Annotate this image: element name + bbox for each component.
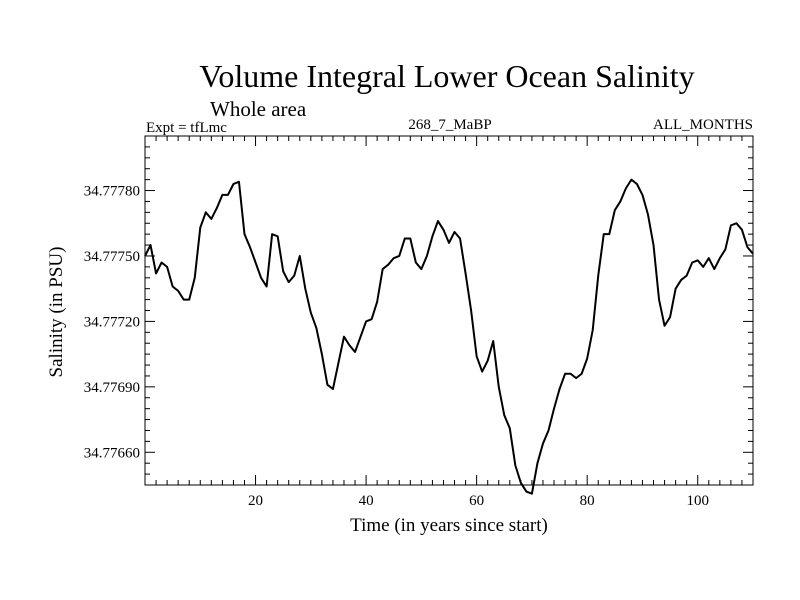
x-tick-label: 20: [248, 493, 263, 509]
y-tick-label: 34.77750: [84, 249, 140, 265]
y-axis-label: Salinity (in PSU): [46, 247, 67, 378]
x-tick-label: 100: [686, 493, 709, 509]
axis-ticks: [145, 136, 753, 485]
months-label: ALL_MONTHS: [653, 117, 753, 133]
experiment-label: Expt = tfLmc: [146, 120, 227, 136]
x-tick-label: 80: [580, 493, 595, 509]
chart-subtitle: Whole area: [210, 97, 307, 121]
salinity-series-line: [144, 178, 754, 495]
x-axis-label: Time (in years since start): [350, 515, 548, 536]
tick-labels: 20 40 60 80 100 34.77660 34.77690 34.77720 34.77…: [84, 184, 709, 509]
y-tick-label: 34.77690: [84, 380, 140, 396]
run-id-label: 268_7_MaBP: [408, 117, 491, 133]
chart-title: Volume Integral Lower Ocean Salinity: [199, 58, 694, 94]
y-tick-label: 34.77720: [84, 314, 140, 330]
y-tick-label: 34.77780: [84, 184, 140, 200]
x-tick-label: 40: [359, 493, 374, 509]
y-tick-label: 34.77660: [84, 445, 140, 461]
x-tick-label: 60: [469, 493, 484, 509]
